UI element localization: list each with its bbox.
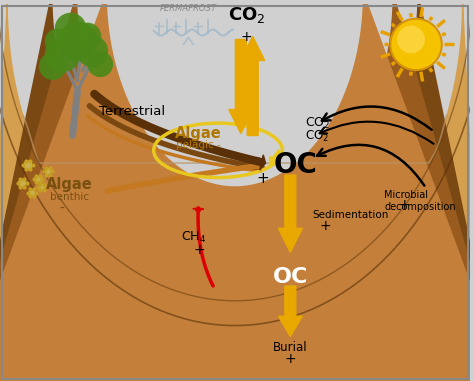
FancyArrow shape <box>278 175 302 252</box>
Text: OC: OC <box>273 151 317 179</box>
FancyArrowPatch shape <box>317 145 424 186</box>
Circle shape <box>76 35 108 67</box>
Text: +: + <box>398 198 410 212</box>
Text: Algae: Algae <box>46 178 93 192</box>
FancyArrow shape <box>270 150 283 165</box>
FancyArrow shape <box>193 208 204 211</box>
Circle shape <box>58 22 97 61</box>
Text: CH$_4$: CH$_4$ <box>181 230 206 245</box>
FancyArrow shape <box>241 37 264 136</box>
Text: pelagic -: pelagic - <box>176 140 220 150</box>
Circle shape <box>23 160 33 170</box>
Text: Algae: Algae <box>175 126 222 141</box>
Text: OC: OC <box>273 267 308 287</box>
Text: benthic: benthic <box>50 192 89 202</box>
Circle shape <box>55 13 86 45</box>
Circle shape <box>38 184 46 190</box>
Text: +: + <box>284 352 296 366</box>
Circle shape <box>73 22 101 50</box>
FancyArrow shape <box>255 160 263 171</box>
Text: CO$_2$: CO$_2$ <box>305 129 329 144</box>
Circle shape <box>34 175 42 183</box>
Text: PERMAFROST: PERMAFROST <box>160 4 217 13</box>
Circle shape <box>87 51 113 77</box>
Text: -: - <box>59 202 64 216</box>
Text: Microbial
decomposition: Microbial decomposition <box>384 190 456 211</box>
Text: +: + <box>319 219 331 232</box>
Circle shape <box>45 29 71 54</box>
FancyArrow shape <box>278 286 302 336</box>
FancyArrowPatch shape <box>319 122 434 144</box>
Circle shape <box>397 26 425 53</box>
FancyArrow shape <box>229 40 253 133</box>
Text: Sedimentation: Sedimentation <box>312 210 389 220</box>
Text: Burial: Burial <box>273 341 308 354</box>
Polygon shape <box>0 4 470 381</box>
Circle shape <box>18 179 27 187</box>
Circle shape <box>390 19 442 70</box>
Circle shape <box>28 189 36 197</box>
Text: +: + <box>256 171 269 186</box>
Text: +: + <box>193 243 205 257</box>
FancyArrowPatch shape <box>322 107 432 130</box>
Circle shape <box>45 37 81 72</box>
Text: CO$_2$: CO$_2$ <box>228 5 265 25</box>
FancyArrow shape <box>255 155 265 170</box>
Circle shape <box>39 52 67 80</box>
Circle shape <box>44 167 52 175</box>
Text: +: + <box>241 30 253 43</box>
Text: CO$_2$: CO$_2$ <box>305 116 330 131</box>
Text: Terrestrial: Terrestrial <box>99 105 165 118</box>
